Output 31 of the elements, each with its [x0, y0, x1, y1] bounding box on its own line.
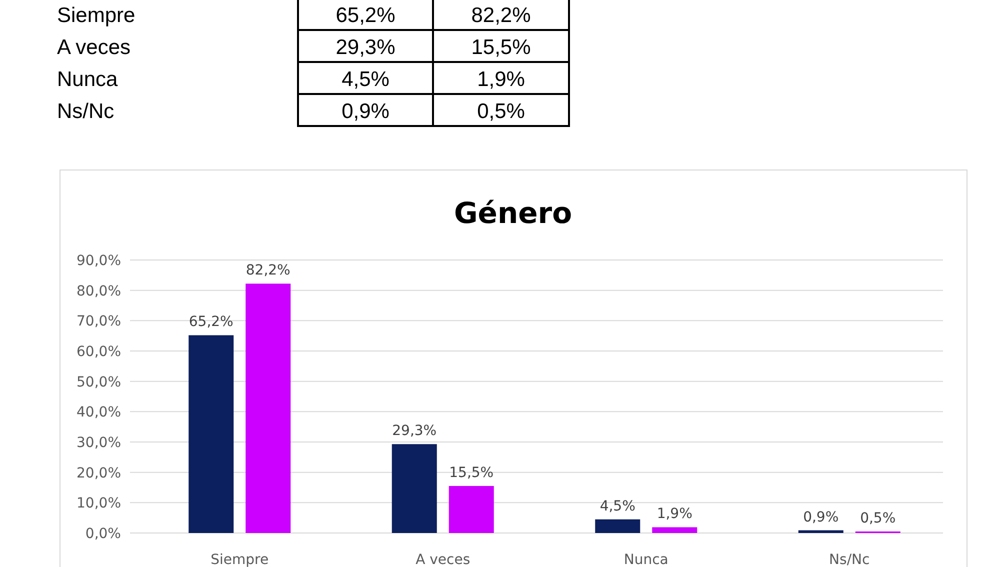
y-tick-label: 40,0% [76, 404, 121, 421]
y-tick-label: 0,0% [85, 526, 121, 542]
data-label: 65,2% [188, 314, 234, 330]
y-tick-label: 50,0% [76, 374, 121, 390]
y-tick-label: 60,0% [76, 344, 121, 360]
data-label: 15,5% [449, 464, 494, 481]
bar [246, 284, 291, 533]
y-tick-label: 20,0% [76, 465, 121, 482]
bar [652, 527, 698, 533]
x-tick-label: Nunca [624, 552, 668, 567]
bar [798, 530, 844, 533]
values-table: Siempre 65,2% 82,2% A veces 29,3% 15,5% Nunca 4,5% 1,9% Ns/Nc 0,9% 0,5% [57, 0, 570, 127]
bar [448, 486, 494, 533]
data-label: 0,5% [860, 510, 896, 526]
y-tick-label: 10,0% [76, 496, 121, 512]
bar [595, 519, 640, 533]
data-label: 29,3% [392, 423, 437, 440]
data-label: 1,9% [656, 506, 692, 522]
x-tick-label: Ns/Nc [829, 552, 870, 567]
y-tick-label: 80,0% [76, 283, 121, 300]
x-tick-label: A veces [416, 552, 470, 567]
y-tick-label: 70,0% [76, 314, 121, 330]
x-tick-label: Siempre [210, 552, 269, 567]
data-label: 82,2% [246, 262, 290, 279]
y-tick-label: 30,0% [76, 435, 121, 451]
y-tick-label: 90,0% [76, 253, 121, 269]
bar [392, 444, 437, 533]
bar [188, 335, 234, 533]
chart-title: Género [454, 196, 572, 230]
data-label: 4,5% [600, 498, 636, 514]
data-label: 0,9% [803, 509, 839, 526]
